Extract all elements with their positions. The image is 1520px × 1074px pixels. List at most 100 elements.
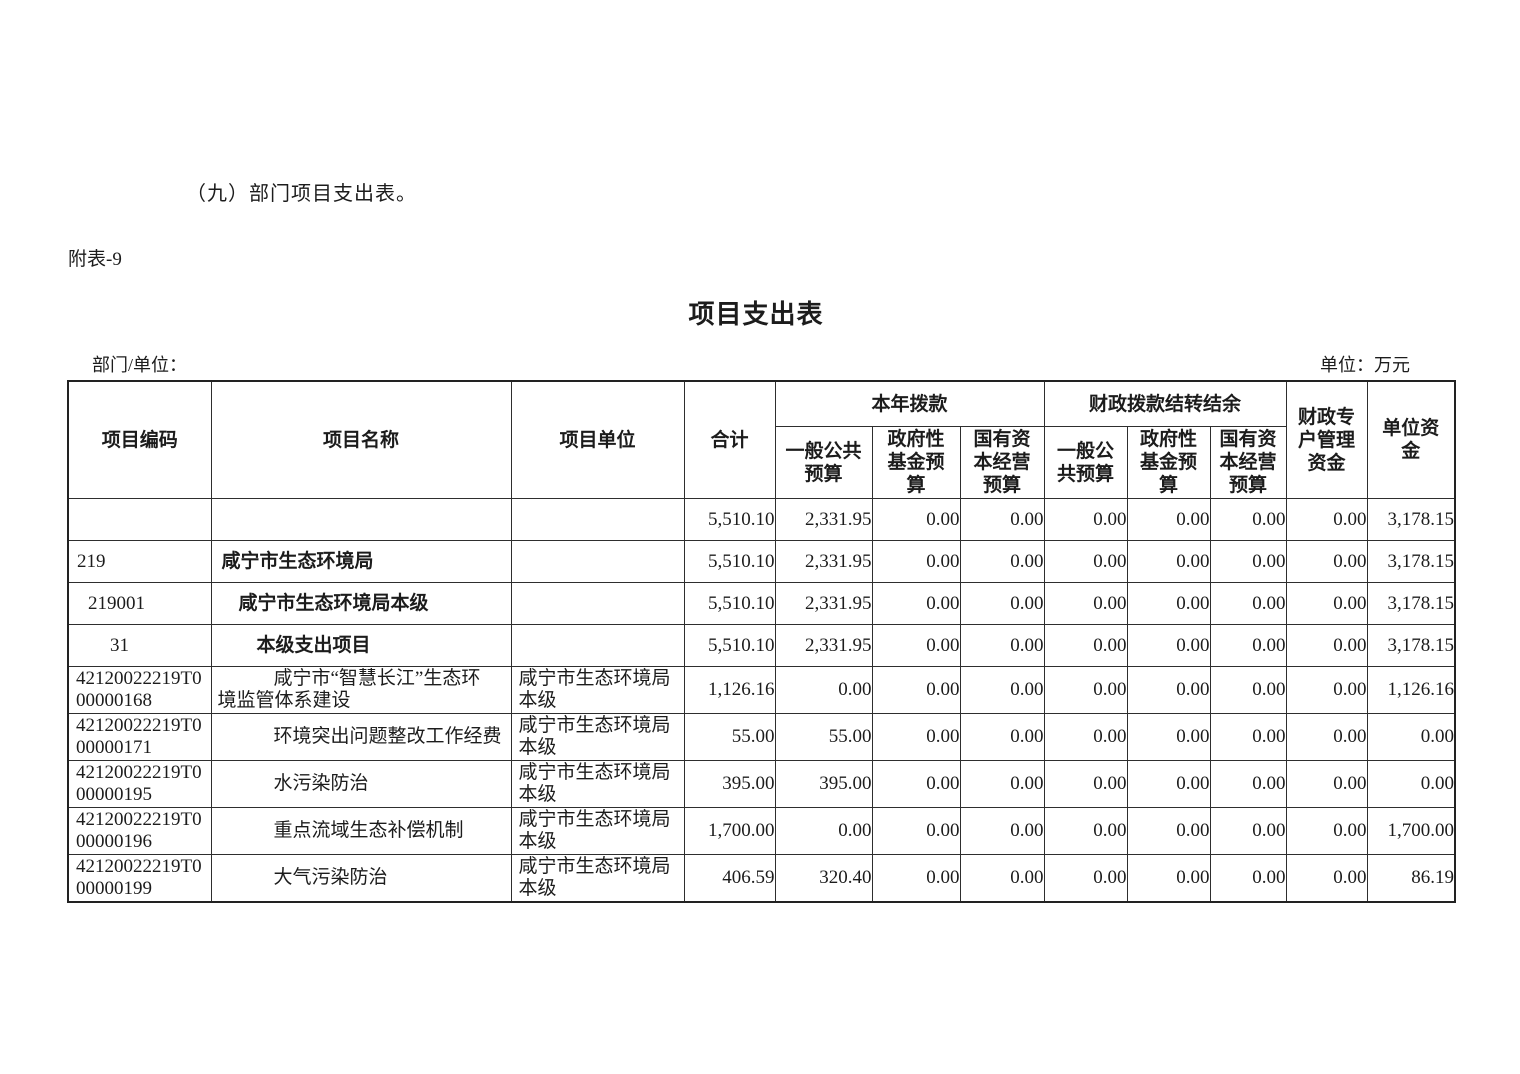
cell-amount: 0.00 <box>1366 760 1456 808</box>
cell-amount: 0.00 <box>959 540 1045 583</box>
cell-amount: 0.00 <box>1126 498 1211 541</box>
cell-project-code: 42120022219T0 00000168 <box>67 666 212 714</box>
cell-amount: 0.00 <box>871 713 961 761</box>
cell-amount: 0.00 <box>959 624 1045 667</box>
cell-amount: 0.00 <box>1285 582 1368 625</box>
table-row: 42120022219T0 00000195 水污染防治 咸宁市生态环境局 本级 39… <box>67 760 1456 808</box>
cell-amount: 5,510.10 <box>683 582 776 625</box>
table-row: 42120022219T0 00000196 重点流域生态补偿机制 咸宁市生态环境局… <box>67 807 1456 855</box>
cell-project-code: 219001 <box>67 582 212 625</box>
cell-project-unit: 咸宁市生态环境局 本级 <box>510 666 685 714</box>
cell-project-name: 水污染防治 <box>210 760 512 808</box>
col-header-cy-state-capital-budget: 国有资 本经营 预算 <box>959 426 1045 499</box>
cell-amount: 5,510.10 <box>683 624 776 667</box>
table-title: 项目支出表 <box>688 300 824 329</box>
cell-amount: 0.00 <box>1209 498 1287 541</box>
cell-amount: 0.00 <box>871 760 961 808</box>
cell-amount: 1,126.16 <box>683 666 776 714</box>
cell-amount: 0.00 <box>1126 713 1211 761</box>
cell-project-unit <box>510 582 685 625</box>
cell-amount: 0.00 <box>871 624 961 667</box>
cell-amount: 1,126.16 <box>1366 666 1456 714</box>
cell-amount: 3,178.15 <box>1366 540 1456 583</box>
cell-amount: 0.00 <box>1285 624 1368 667</box>
cell-project-unit <box>510 540 685 583</box>
cell-amount: 0.00 <box>1285 498 1368 541</box>
cell-project-unit: 咸宁市生态环境局 本级 <box>510 760 685 808</box>
cell-amount: 0.00 <box>959 666 1045 714</box>
cell-amount: 3,178.15 <box>1366 582 1456 625</box>
cell-amount: 0.00 <box>1043 807 1128 855</box>
cell-amount: 3,178.15 <box>1366 624 1456 667</box>
table-row: 42120022219T0 00000171 环境突出问题整改工作经费 咸宁市生态环… <box>67 713 1456 761</box>
cell-amount: 395.00 <box>683 760 776 808</box>
cell-amount: 0.00 <box>1209 807 1287 855</box>
cell-amount: 0.00 <box>1366 713 1456 761</box>
col-header-project-unit: 项目单位 <box>510 380 685 499</box>
header-row-groups: 项目编码 项目名称 项目单位 合计 本年拨款 财政拨款结转结余 财政专 户管理 … <box>67 380 1456 499</box>
col-header-co-general-public-budget: 一般公 共预算 <box>1043 426 1128 499</box>
currency-unit-label: 单位：万元 <box>1320 355 1410 375</box>
cell-amount: 0.00 <box>1126 582 1211 625</box>
cell-amount: 0.00 <box>871 666 961 714</box>
table-row: 42120022219T0 00000168 咸宁市“智慧长江”生态环 境监管体系… <box>67 666 1456 714</box>
cell-amount: 0.00 <box>1126 540 1211 583</box>
cell-amount: 0.00 <box>959 582 1045 625</box>
cell-amount: 406.59 <box>683 854 776 903</box>
cell-amount: 0.00 <box>1285 807 1368 855</box>
cell-amount: 2,331.95 <box>774 540 873 583</box>
cell-amount: 0.00 <box>1126 854 1211 903</box>
cell-amount: 0.00 <box>1209 760 1287 808</box>
cell-amount: 2,331.95 <box>774 582 873 625</box>
col-header-co-state-capital-budget: 国有资 本经营 预算 <box>1209 426 1287 499</box>
cell-amount: 3,178.15 <box>1366 498 1456 541</box>
cell-amount: 1,700.00 <box>683 807 776 855</box>
cell-amount: 0.00 <box>1043 666 1128 714</box>
cell-amount: 5,510.10 <box>683 498 776 541</box>
cell-amount: 0.00 <box>1126 760 1211 808</box>
table-row: 5,510.10 2,331.95 0.00 0.00 0.00 0.00 0.00 0.00… <box>67 498 1456 541</box>
cell-amount: 2,331.95 <box>774 624 873 667</box>
cell-amount: 0.00 <box>774 807 873 855</box>
cell-amount: 0.00 <box>871 498 961 541</box>
cell-amount: 0.00 <box>871 540 961 583</box>
cell-amount: 0.00 <box>1209 624 1287 667</box>
col-header-project-code: 项目编码 <box>67 380 212 499</box>
cell-amount: 0.00 <box>1285 760 1368 808</box>
cell-amount: 0.00 <box>1126 666 1211 714</box>
cell-amount: 86.19 <box>1366 854 1456 903</box>
col-header-project-name: 项目名称 <box>210 380 512 499</box>
table-row: 31 本级支出项目 5,510.10 2,331.95 0.00 0.00 0.00 0.00… <box>67 624 1456 667</box>
cell-amount: 0.00 <box>1285 854 1368 903</box>
cell-project-code: 219 <box>67 540 212 583</box>
cell-project-unit: 咸宁市生态环境局 本级 <box>510 807 685 855</box>
cell-amount: 0.00 <box>1126 624 1211 667</box>
col-header-cy-government-fund-budget: 政府性 基金预 算 <box>871 426 961 499</box>
col-header-cy-general-public-budget: 一般公共 预算 <box>774 426 873 499</box>
cell-amount: 0.00 <box>1209 666 1287 714</box>
cell-project-name: 环境突出问题整改工作经费 <box>210 713 512 761</box>
cell-amount: 0.00 <box>871 854 961 903</box>
project-expenditure-table: 项目编码 项目名称 项目单位 合计 本年拨款 财政拨款结转结余 财政专 户管理 … <box>67 380 1457 903</box>
cell-amount: 0.00 <box>1043 760 1128 808</box>
cell-amount: 0.00 <box>871 582 961 625</box>
cell-project-name: 咸宁市生态环境局本级 <box>210 582 512 625</box>
table-body: 5,510.10 2,331.95 0.00 0.00 0.00 0.00 0.00 0.00… <box>67 498 1456 903</box>
cell-amount: 0.00 <box>1043 540 1128 583</box>
cell-amount: 395.00 <box>774 760 873 808</box>
cell-amount: 0.00 <box>1285 666 1368 714</box>
group-header-fiscal-carryover: 财政拨款结转结余 <box>1043 380 1287 427</box>
cell-amount: 1,700.00 <box>1366 807 1456 855</box>
cell-amount: 0.00 <box>1209 854 1287 903</box>
cell-amount: 0.00 <box>1209 582 1287 625</box>
cell-amount: 0.00 <box>959 760 1045 808</box>
cell-project-code <box>67 498 212 541</box>
cell-project-unit <box>510 498 685 541</box>
cell-amount: 2,331.95 <box>774 498 873 541</box>
cell-project-name: 重点流域生态补偿机制 <box>210 807 512 855</box>
department-unit-label: 部门/单位： <box>92 355 188 375</box>
cell-amount: 0.00 <box>1043 582 1128 625</box>
cell-amount: 320.40 <box>774 854 873 903</box>
cell-amount: 0.00 <box>959 498 1045 541</box>
